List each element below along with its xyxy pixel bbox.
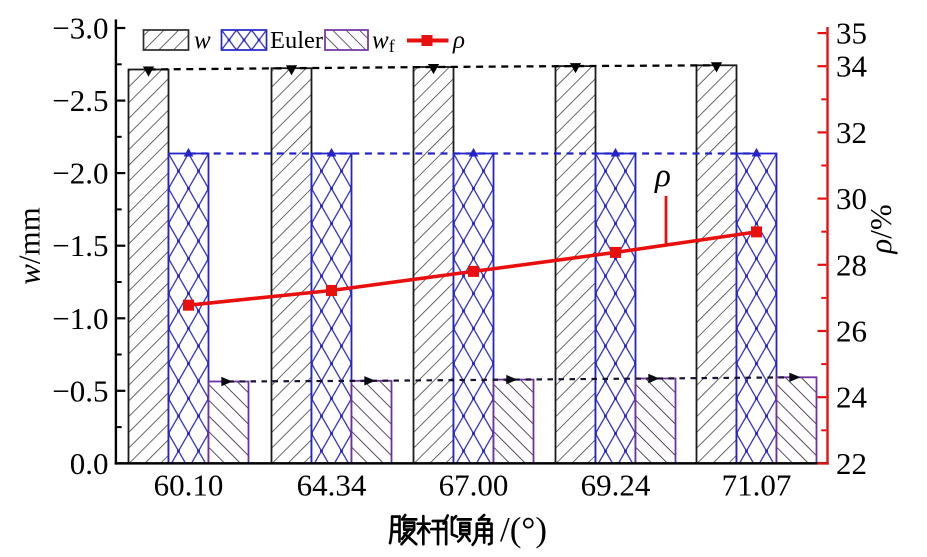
svg-text:67.00: 67.00 (439, 468, 509, 503)
svg-text:−3.0: −3.0 (52, 11, 108, 46)
svg-text:ρ/%: ρ/% (863, 204, 898, 254)
svg-text:−1.0: −1.0 (52, 301, 108, 336)
svg-text:60.10: 60.10 (154, 468, 224, 503)
svg-text:w/mm: w/mm (12, 207, 47, 285)
svg-text:Euler: Euler (270, 27, 323, 54)
svg-text:−0.5: −0.5 (52, 373, 108, 408)
svg-text:wf: wf (372, 27, 395, 56)
svg-text:−2.5: −2.5 (52, 83, 108, 118)
svg-text:22: 22 (836, 446, 867, 481)
svg-text:71.07: 71.07 (722, 468, 792, 503)
svg-text:−1.5: −1.5 (52, 228, 108, 263)
svg-text:35: 35 (836, 16, 867, 51)
svg-text:28: 28 (836, 247, 867, 282)
svg-text:64.34: 64.34 (297, 468, 367, 503)
svg-text:32: 32 (836, 115, 867, 150)
svg-text:ρ: ρ (452, 27, 465, 54)
svg-text:30: 30 (836, 181, 867, 216)
svg-text:ρ: ρ (654, 158, 671, 194)
svg-text:24: 24 (836, 380, 868, 415)
svg-text:26: 26 (836, 314, 867, 349)
svg-text:/(°): /(°) (500, 510, 547, 549)
svg-text:w: w (194, 27, 211, 54)
svg-text:69.24: 69.24 (581, 468, 651, 503)
svg-text:0.0: 0.0 (70, 446, 109, 481)
svg-text:−2.0: −2.0 (52, 156, 108, 191)
svg-text:34: 34 (836, 49, 868, 84)
